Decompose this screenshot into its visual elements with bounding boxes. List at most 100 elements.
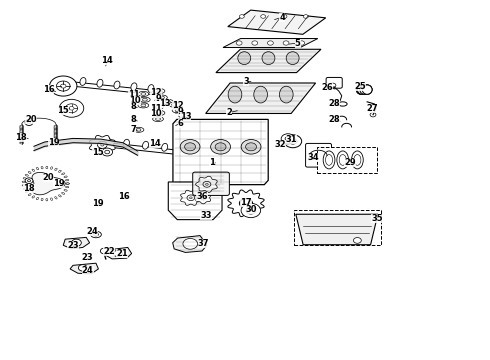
- Circle shape: [114, 250, 122, 257]
- Ellipse shape: [23, 188, 26, 189]
- Ellipse shape: [154, 89, 165, 94]
- Ellipse shape: [66, 179, 69, 181]
- FancyBboxPatch shape: [193, 172, 229, 195]
- Circle shape: [72, 239, 81, 246]
- Ellipse shape: [157, 112, 162, 114]
- Ellipse shape: [54, 127, 58, 129]
- Ellipse shape: [359, 87, 364, 92]
- Polygon shape: [172, 235, 207, 252]
- Text: 18: 18: [15, 133, 27, 142]
- Text: 20: 20: [25, 115, 37, 124]
- Ellipse shape: [105, 150, 110, 154]
- Polygon shape: [90, 135, 115, 154]
- Ellipse shape: [55, 168, 57, 171]
- Text: 24: 24: [87, 228, 98, 237]
- Ellipse shape: [22, 185, 25, 186]
- Ellipse shape: [133, 127, 144, 132]
- Ellipse shape: [28, 171, 31, 174]
- Ellipse shape: [323, 151, 335, 169]
- Ellipse shape: [54, 130, 58, 132]
- Circle shape: [303, 15, 308, 18]
- Ellipse shape: [20, 129, 24, 131]
- Polygon shape: [71, 82, 161, 95]
- Ellipse shape: [359, 87, 364, 92]
- Ellipse shape: [356, 85, 366, 94]
- Circle shape: [246, 207, 256, 214]
- Ellipse shape: [138, 103, 149, 108]
- Ellipse shape: [25, 191, 28, 193]
- Ellipse shape: [20, 127, 24, 129]
- Circle shape: [49, 76, 77, 96]
- Text: 15: 15: [57, 105, 69, 114]
- Ellipse shape: [156, 118, 160, 121]
- Text: 34: 34: [308, 153, 319, 162]
- Ellipse shape: [94, 233, 98, 236]
- Text: 36: 36: [196, 192, 208, 201]
- Ellipse shape: [362, 85, 372, 94]
- Circle shape: [203, 181, 211, 187]
- Circle shape: [66, 104, 77, 113]
- Text: 37: 37: [198, 239, 209, 248]
- Ellipse shape: [337, 151, 348, 169]
- Circle shape: [240, 15, 245, 18]
- Ellipse shape: [97, 79, 103, 87]
- Ellipse shape: [20, 141, 24, 143]
- Text: 24: 24: [82, 266, 94, 275]
- Ellipse shape: [238, 52, 251, 64]
- Circle shape: [240, 199, 252, 208]
- Text: 14: 14: [101, 57, 113, 66]
- Circle shape: [261, 15, 266, 18]
- Text: 29: 29: [344, 158, 356, 167]
- Ellipse shape: [54, 134, 58, 136]
- Text: 5: 5: [295, 39, 301, 48]
- Circle shape: [185, 143, 196, 151]
- Polygon shape: [223, 39, 318, 48]
- Ellipse shape: [41, 198, 43, 201]
- Text: 27: 27: [366, 104, 378, 113]
- Ellipse shape: [54, 129, 58, 131]
- Polygon shape: [228, 10, 326, 34]
- Circle shape: [283, 41, 289, 45]
- Ellipse shape: [28, 194, 31, 196]
- Circle shape: [200, 195, 206, 200]
- Ellipse shape: [64, 189, 67, 191]
- Ellipse shape: [228, 86, 242, 103]
- Polygon shape: [168, 182, 222, 220]
- Ellipse shape: [357, 85, 367, 94]
- Ellipse shape: [54, 133, 58, 135]
- Circle shape: [60, 84, 66, 88]
- Ellipse shape: [36, 167, 39, 170]
- Ellipse shape: [181, 145, 187, 153]
- Text: 19: 19: [52, 179, 64, 188]
- Ellipse shape: [159, 96, 164, 99]
- Text: 7: 7: [131, 125, 137, 134]
- Ellipse shape: [154, 111, 165, 116]
- Ellipse shape: [114, 81, 120, 89]
- Ellipse shape: [172, 103, 176, 106]
- Ellipse shape: [46, 166, 48, 169]
- Ellipse shape: [20, 142, 24, 144]
- Circle shape: [211, 140, 230, 154]
- Text: 20: 20: [43, 173, 54, 182]
- Ellipse shape: [141, 93, 146, 95]
- Ellipse shape: [157, 90, 162, 93]
- Ellipse shape: [178, 121, 189, 126]
- Text: 9: 9: [178, 107, 183, 116]
- Ellipse shape: [136, 129, 141, 131]
- Ellipse shape: [354, 154, 361, 165]
- Text: 32: 32: [274, 140, 286, 149]
- Text: 35: 35: [371, 214, 383, 223]
- Circle shape: [241, 140, 261, 154]
- Circle shape: [183, 238, 197, 249]
- Text: 16: 16: [43, 85, 54, 94]
- Text: 23: 23: [82, 253, 94, 262]
- Circle shape: [370, 113, 376, 117]
- Ellipse shape: [55, 197, 57, 199]
- Ellipse shape: [54, 142, 58, 144]
- Ellipse shape: [356, 85, 366, 94]
- Ellipse shape: [286, 52, 299, 64]
- Ellipse shape: [360, 85, 369, 94]
- Text: 12: 12: [172, 101, 183, 110]
- Text: 23: 23: [67, 241, 79, 250]
- Ellipse shape: [25, 174, 28, 176]
